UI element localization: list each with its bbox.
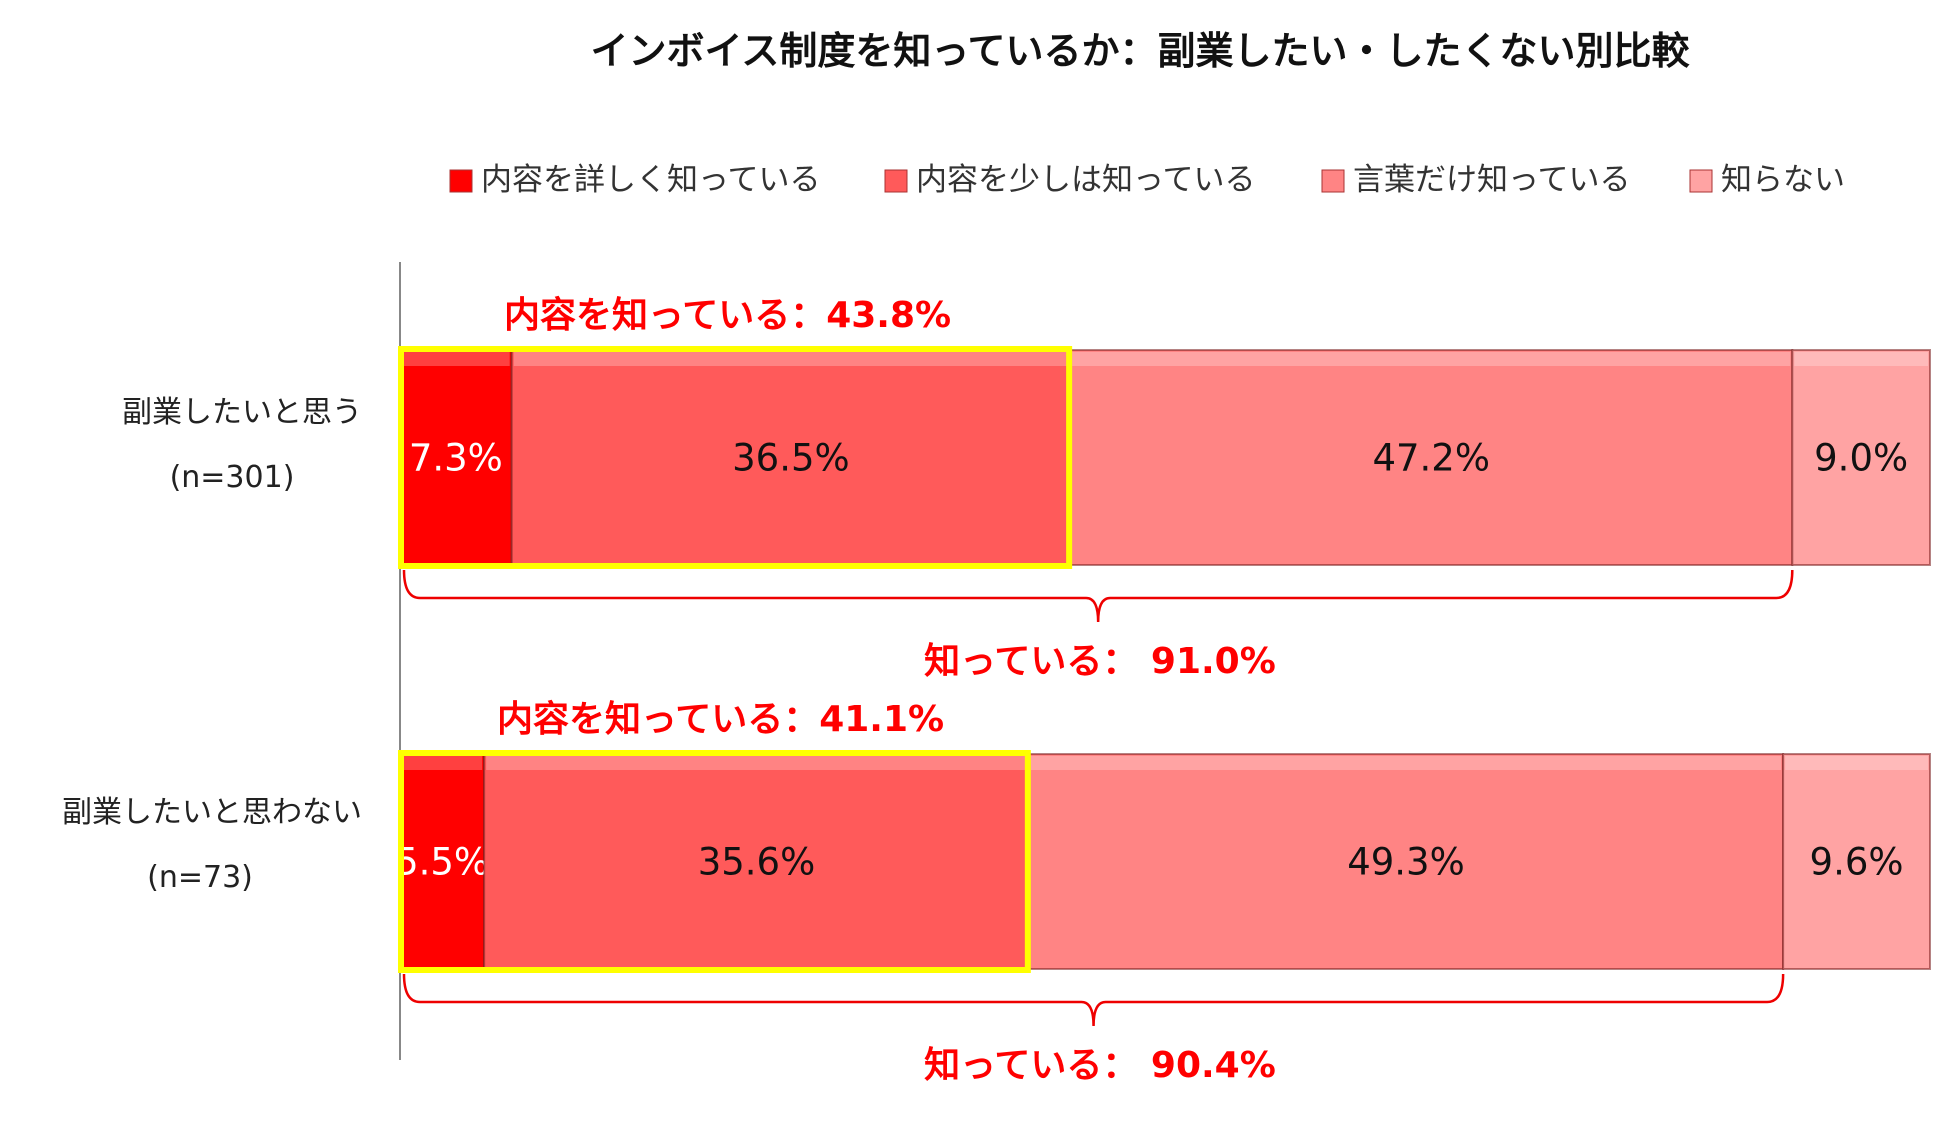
content-known-highlight <box>398 750 1031 973</box>
legend-label: 内容を少しは知っている <box>916 162 1255 198</box>
known-annotation: 知っている： 90.4% <box>924 1045 1276 1086</box>
known-brace <box>402 973 1785 1027</box>
content-known-highlight <box>398 346 1073 569</box>
chart-title: インボイス制度を知っているか：副業したい・したくない別比較 <box>591 29 1691 73</box>
bar-bevel <box>1794 352 1928 366</box>
known-annotation: 知っている： 91.0% <box>924 641 1276 682</box>
value-label: 5.5% <box>395 841 489 884</box>
legend-swatch <box>884 169 908 193</box>
content-known-annotation: 内容を知っている：43.8% <box>504 295 951 336</box>
bar-bevel <box>402 756 483 770</box>
legend-label: 言葉だけ知っている <box>1353 162 1630 198</box>
category-label: 副業したいと思わない <box>62 795 362 830</box>
bar-segment <box>483 753 1030 970</box>
bar-segment <box>510 349 1072 566</box>
bar-bevel <box>1072 352 1791 366</box>
legend-swatch <box>1689 169 1713 193</box>
value-label: 47.2% <box>1372 437 1490 480</box>
bar-segment <box>1791 349 1932 566</box>
bar-bevel <box>402 352 510 366</box>
bars: 副業したいと思う (n=301) 7.3% 36.5% 47.2% 9.0% 内容を知ってい… <box>62 295 1932 1086</box>
known-brace <box>402 569 1794 623</box>
legend-swatch <box>1321 169 1345 193</box>
bar-bevel <box>513 352 1069 366</box>
value-label: 9.6% <box>1810 841 1904 884</box>
value-label: 36.5% <box>732 437 850 480</box>
legend-label: 内容を詳しく知っている <box>481 162 820 198</box>
category-n-label: (n=73) <box>147 860 253 895</box>
category-label: 副業したいと思う <box>122 395 362 430</box>
bar-bevel <box>486 756 1027 770</box>
bar-segment <box>1069 349 1794 566</box>
bar-bevel <box>1030 756 1782 770</box>
value-label: 9.0% <box>1814 437 1908 480</box>
content-known-annotation: 内容を知っている：41.1% <box>497 699 944 740</box>
value-label: 35.6% <box>698 841 816 884</box>
legend: 内容を詳しく知っている 内容を少しは知っている 言葉だけ知っている 知らない <box>449 162 1845 198</box>
bar-segment <box>1027 753 1785 970</box>
value-label: 7.3% <box>409 437 503 480</box>
category-n-label: (n=301) <box>170 460 295 495</box>
bar-segment <box>1782 753 1931 970</box>
legend-label: 知らない <box>1721 162 1845 198</box>
bar-bevel <box>1785 756 1928 770</box>
legend-swatch <box>449 169 473 193</box>
value-label: 49.3% <box>1347 841 1465 884</box>
